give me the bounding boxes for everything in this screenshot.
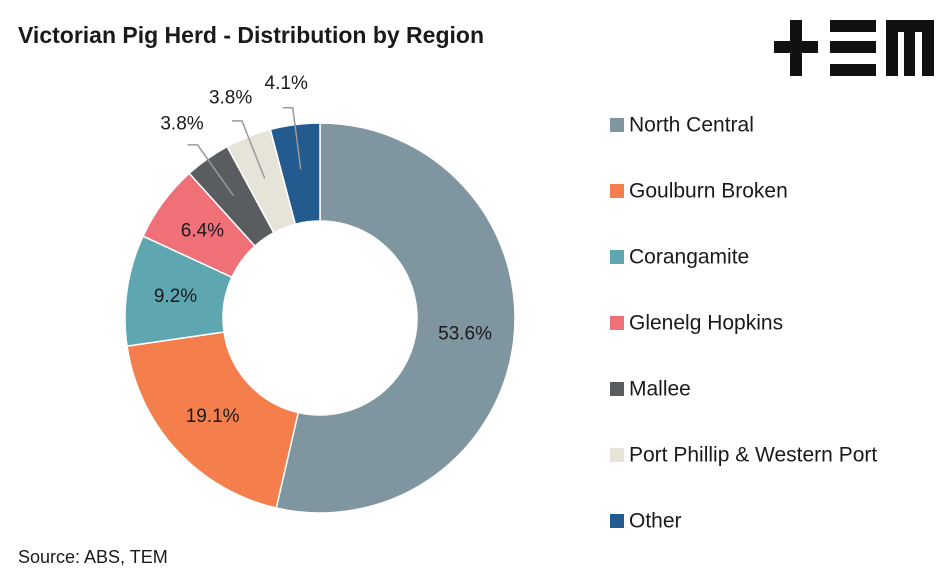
legend-label: Port Phillip & Western Port bbox=[629, 444, 877, 467]
legend-swatch bbox=[610, 118, 624, 132]
leader-line bbox=[231, 120, 266, 179]
leader-line bbox=[187, 144, 234, 196]
source-note: Source: ABS, TEM bbox=[18, 547, 168, 567]
legend-swatch bbox=[610, 184, 624, 198]
data-label: 4.1% bbox=[265, 73, 308, 94]
legend-label: Goulburn Broken bbox=[629, 180, 788, 203]
legend-label: Mallee bbox=[629, 378, 691, 401]
leader-line bbox=[282, 107, 302, 170]
chart-title: Victorian Pig Herd - Distribution by Reg… bbox=[18, 22, 484, 48]
donut-segment bbox=[126, 331, 300, 509]
legend-swatch bbox=[610, 250, 624, 264]
legend-label: Corangamite bbox=[629, 246, 749, 269]
data-label: 9.2% bbox=[154, 286, 197, 307]
legend-label: North Central bbox=[629, 114, 754, 137]
legend-swatch bbox=[610, 448, 624, 462]
legend-swatch bbox=[610, 514, 624, 528]
donut-segment bbox=[275, 122, 516, 514]
legend-swatch bbox=[610, 382, 624, 396]
logo bbox=[774, 20, 934, 76]
legend-label: Glenelg Hopkins bbox=[629, 312, 783, 335]
data-label: 3.8% bbox=[160, 114, 203, 135]
data-label: 53.6% bbox=[438, 323, 492, 344]
legend-swatch bbox=[610, 316, 624, 330]
data-label: 19.1% bbox=[186, 406, 240, 427]
donut-segment bbox=[269, 122, 321, 226]
legend-label: Other bbox=[629, 510, 682, 533]
data-label: 6.4% bbox=[181, 220, 224, 241]
data-label: 3.8% bbox=[209, 87, 252, 108]
